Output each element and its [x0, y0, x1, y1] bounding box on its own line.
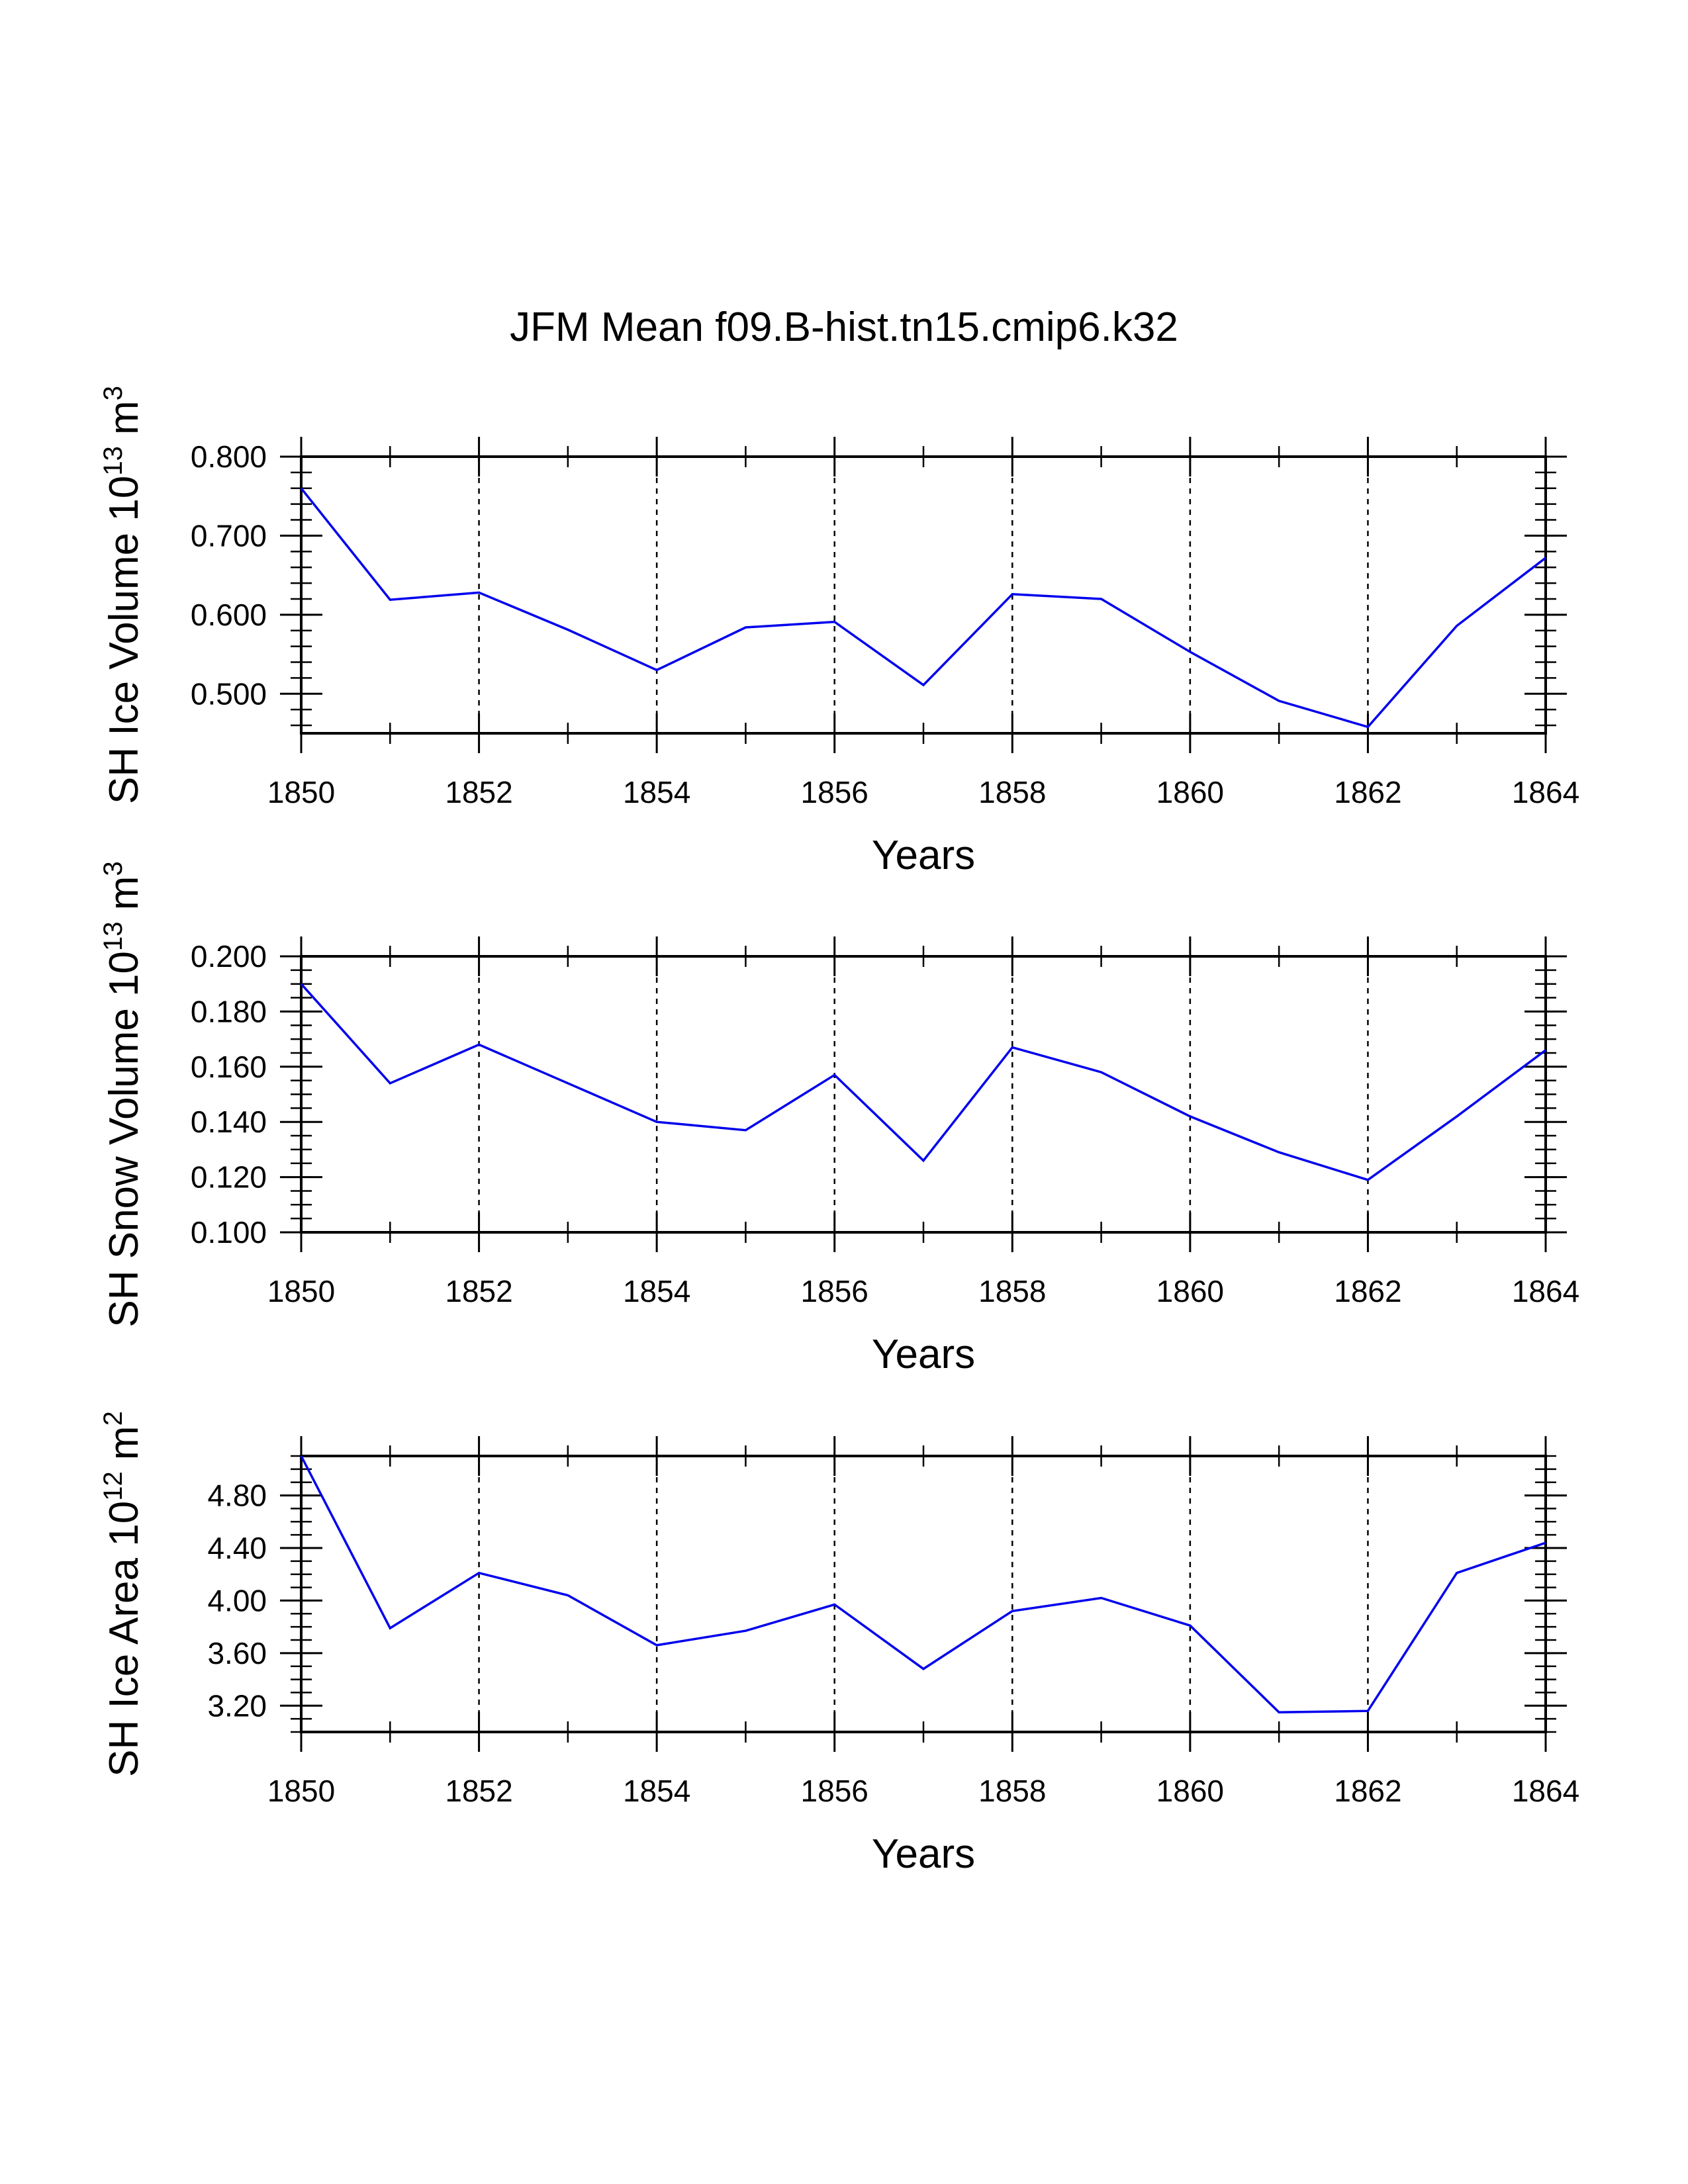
x-axis-label: Years [872, 1332, 975, 1377]
x-tick-label: 1858 [978, 1774, 1046, 1808]
x-tick-label: 1862 [1334, 1774, 1401, 1808]
y-tick-label: 0.120 [191, 1160, 267, 1195]
x-tick-label: 1852 [445, 1774, 512, 1808]
x-tick-label: 1864 [1512, 775, 1579, 809]
y-axis-label: SH Ice Area 1012 m2 [99, 1411, 147, 1777]
plot-frame [300, 1455, 1547, 1733]
x-tick-label: 1860 [1156, 1274, 1224, 1308]
y-tick-label: 0.180 [191, 994, 267, 1028]
x-tick-label: 1854 [623, 1774, 690, 1808]
plot-frame [300, 455, 1547, 735]
x-tick-label: 1852 [445, 1274, 512, 1308]
x-tick-label: 1854 [623, 775, 690, 809]
x-tick-label: 1850 [267, 1774, 335, 1808]
chart-title: JFM Mean f09.B-hist.tn15.cmip6.k32 [510, 304, 1178, 350]
y-axis-label: SH Snow Volume 1013 m3 [99, 861, 147, 1327]
x-axis-label: Years [872, 833, 975, 878]
series-line [300, 1455, 1546, 1713]
y-tick-label: 0.160 [191, 1050, 267, 1084]
x-tick-label: 1856 [801, 775, 868, 809]
y-tick-label: 3.60 [207, 1636, 267, 1670]
y-tick-label: 4.00 [207, 1583, 267, 1617]
x-tick-label: 1862 [1334, 1274, 1401, 1308]
y-tick-label: 3.20 [207, 1688, 267, 1723]
plot-frame [300, 955, 1547, 1234]
x-tick-label: 1860 [1156, 1774, 1224, 1808]
x-tick-label: 1856 [801, 1774, 868, 1808]
series-line [300, 487, 1547, 729]
y-tick-label: 0.100 [191, 1215, 267, 1250]
y-axis-label: SH Ice Volume 1013 m3 [99, 386, 147, 804]
y-tick-label: 0.600 [191, 598, 267, 632]
x-tick-label: 1858 [978, 1274, 1046, 1308]
x-tick-label: 1850 [267, 1274, 335, 1308]
y-tick-label: 4.40 [207, 1531, 267, 1565]
y-tick-label: 0.500 [191, 676, 267, 711]
y-tick-label: 0.200 [191, 939, 267, 974]
x-tick-label: 1852 [445, 775, 512, 809]
x-tick-label: 1850 [267, 775, 335, 809]
x-tick-label: 1864 [1512, 1774, 1579, 1808]
panel-snow-volume: 1850 1852 1854 1856 1858 1860 1862 1864 0.100 0.1… [99, 861, 1579, 1377]
y-tick-label: 0.800 [191, 439, 267, 474]
panel-ice-area: 1850 1852 1854 1856 1858 1860 1862 1864 3.20 3.60… [99, 1411, 1579, 1877]
x-tick-label: 1864 [1512, 1274, 1579, 1308]
x-tick-label: 1860 [1156, 775, 1224, 809]
y-tick-label: 4.80 [207, 1479, 267, 1513]
panel-ice-volume: 1850 1852 1854 1856 1858 1860 1862 1864 0.500 0.6… [99, 386, 1579, 878]
x-axis-label: Years [872, 1831, 975, 1877]
x-tick-label: 1858 [978, 775, 1046, 809]
y-tick-label: 0.140 [191, 1105, 267, 1139]
x-tick-label: 1856 [801, 1274, 868, 1308]
y-tick-label: 0.700 [191, 518, 267, 553]
x-tick-label: 1862 [1334, 775, 1401, 809]
x-tick-label: 1854 [623, 1274, 690, 1308]
series-line [300, 983, 1547, 1181]
